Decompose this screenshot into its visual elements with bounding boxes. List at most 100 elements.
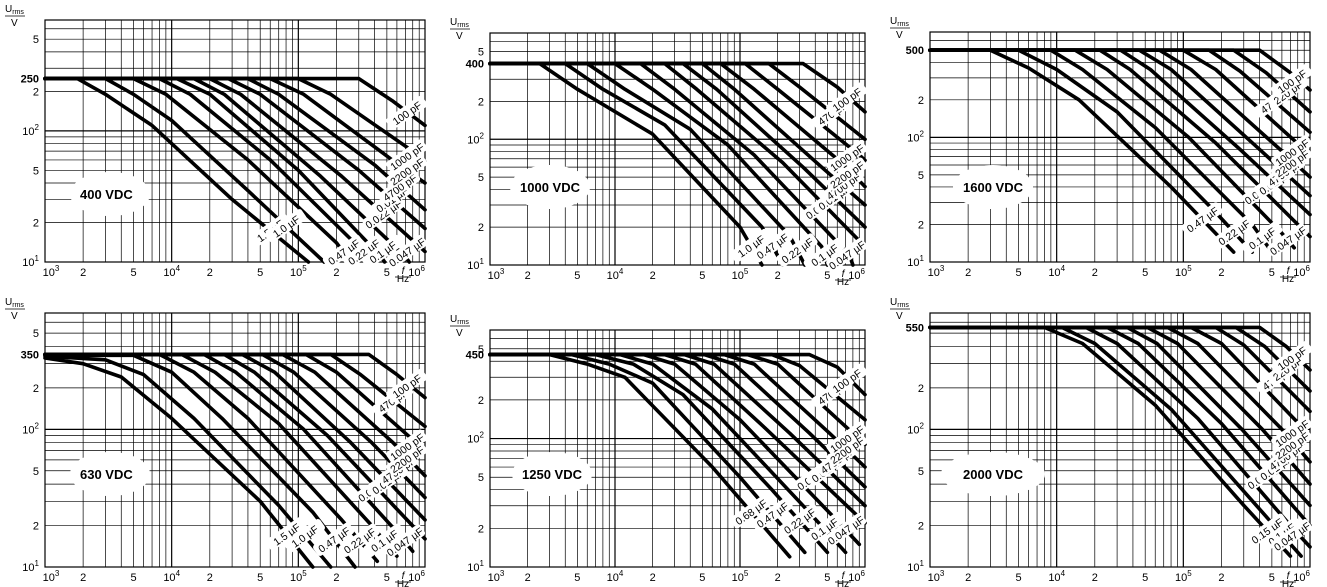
panel-label: 1000 VDC	[520, 180, 581, 195]
x-tick-label: 105	[290, 264, 307, 279]
x-axis-label: fHz	[395, 571, 411, 587]
x-tick-label: 2	[80, 572, 86, 584]
series-label-background	[1246, 513, 1288, 548]
x-tick-label: 104	[163, 264, 180, 279]
y-tick-label: 5	[478, 172, 484, 184]
series-label-background	[386, 429, 428, 464]
x-tick-label: 104	[1048, 569, 1065, 584]
rated-voltage-label: 550	[906, 322, 924, 334]
chart-panel-6: 0.15 µF0.1 µF0.047 µF0.022 µF0.01 µF4700…	[890, 297, 1313, 587]
x-tick-label: 2	[650, 270, 656, 282]
series-lines	[928, 325, 1312, 558]
x-tick-label: 5	[1142, 572, 1148, 584]
x-tick-labels: 103 2 5 104 2 5 105 2 5 106	[928, 569, 1311, 584]
x-axis-label-bottom: Hz	[397, 579, 409, 587]
x-tick-label: 2	[525, 270, 531, 282]
series-label-background	[1271, 341, 1313, 375]
series-label-background	[322, 234, 364, 269]
rated-voltage-label: 350	[21, 349, 39, 361]
y-axis-label: Urms V	[5, 4, 25, 29]
panel-label-background	[941, 452, 1045, 496]
x-axis-label: fHz	[835, 269, 851, 288]
x-tick-label: 2	[775, 572, 781, 584]
series-label-background	[363, 523, 405, 558]
series-label-background	[826, 82, 868, 116]
panel-label: 630 VDC	[80, 467, 133, 482]
x-tick-label: 5	[699, 572, 705, 584]
series-labels: 0.15 µF0.1 µF0.047 µF0.022 µF0.01 µF4700…	[1244, 341, 1313, 554]
y-tick-labels: 101 2 5 102 2 5	[22, 34, 39, 269]
x-tick-label: 104	[163, 569, 180, 584]
series-label-background	[1181, 202, 1223, 236]
series-label-background	[730, 494, 772, 529]
x-axis-label-top: f	[402, 266, 406, 277]
y-tick-label: 2	[33, 383, 39, 395]
y-tick-label: 5	[918, 170, 924, 182]
series-label-background	[1271, 64, 1313, 98]
series-label-background	[386, 442, 428, 476]
series-label-background	[386, 368, 428, 403]
series-label-background	[313, 522, 355, 556]
y-axis-label-bottom: V	[11, 311, 18, 322]
x-tick-label: 2	[333, 267, 339, 279]
x-tick-label: 5	[699, 270, 705, 282]
series-label-background	[826, 421, 868, 456]
x-tick-label: 5	[130, 267, 136, 279]
series-line-10	[928, 325, 1312, 393]
series-label-background	[342, 234, 385, 269]
y-tick-label: 2	[918, 219, 924, 231]
x-tick-labels: 103 2 5 104 2 5 105 2 5 106	[928, 264, 1311, 279]
panel-label: 400 VDC	[80, 187, 133, 202]
x-tick-label: 105	[1175, 569, 1192, 584]
y-tick-label: 102	[22, 123, 39, 138]
x-gridlines	[527, 33, 860, 265]
x-axis-label-bottom: Hz	[1282, 579, 1294, 587]
y-tick-label: 5	[33, 165, 39, 177]
x-tick-label: 103	[928, 264, 945, 279]
chart-panel-5: 0.68 µF0.47 µF0.22 µF0.1 µF0.047 µF0.022…	[450, 314, 868, 587]
series-label-background	[1271, 428, 1313, 462]
y-tick-label: 102	[467, 131, 484, 146]
series-label-background	[386, 95, 428, 130]
series-label-background	[1213, 215, 1255, 249]
x-tick-labels: 103 2 5 104 2 5 105 2 5 106	[488, 569, 866, 584]
y-axis-label-top: Urms	[450, 17, 469, 29]
y-tick-labels: 101 2 5 102 2 5	[467, 46, 484, 272]
x-tick-label: 5	[1269, 267, 1275, 279]
series-label-background	[265, 209, 307, 243]
series-label-background	[803, 237, 845, 272]
x-axis-label: fHz	[1280, 266, 1296, 285]
x-tick-label: 104	[607, 267, 624, 282]
x-tick-label: 2	[207, 267, 213, 279]
series-label-background	[386, 154, 428, 188]
y-tick-label: 101	[907, 559, 924, 574]
series-label-background	[1241, 221, 1283, 255]
y-tick-labels: 101 2 5 102 2 5	[22, 328, 39, 574]
series-label-background	[826, 157, 868, 192]
series-label-1: 0.47 µF	[1181, 202, 1223, 236]
y-tick-label: 102	[907, 421, 924, 436]
series-label-12: 100 pF	[826, 82, 868, 116]
x-tick-label: 103	[43, 264, 60, 279]
x-tick-labels: 103 2 5 104 2 5 105 2 5 106	[488, 267, 866, 282]
panel-label: 2000 VDC	[963, 467, 1024, 482]
x-tick-label: 105	[732, 267, 749, 282]
series-label-background	[1271, 416, 1313, 450]
x-tick-label: 5	[130, 572, 136, 584]
series-label-background	[1271, 519, 1313, 553]
x-tick-label: 5	[574, 572, 580, 584]
x-tick-label: 5	[824, 572, 830, 584]
y-tick-label: 2	[918, 95, 924, 107]
y-tick-label: 5	[918, 466, 924, 478]
x-tick-label: 2	[80, 267, 86, 279]
x-tick-label: 103	[488, 267, 505, 282]
y-tick-label: 5	[478, 472, 484, 484]
series-label-background	[826, 363, 868, 398]
y-tick-label: 2	[478, 222, 484, 234]
plot-frame	[44, 19, 426, 263]
x-tick-label: 103	[488, 569, 505, 584]
y-axis-label-bottom: V	[456, 328, 463, 339]
y-axis-label-top: Urms	[450, 314, 469, 326]
y-tick-label: 2	[478, 523, 484, 535]
